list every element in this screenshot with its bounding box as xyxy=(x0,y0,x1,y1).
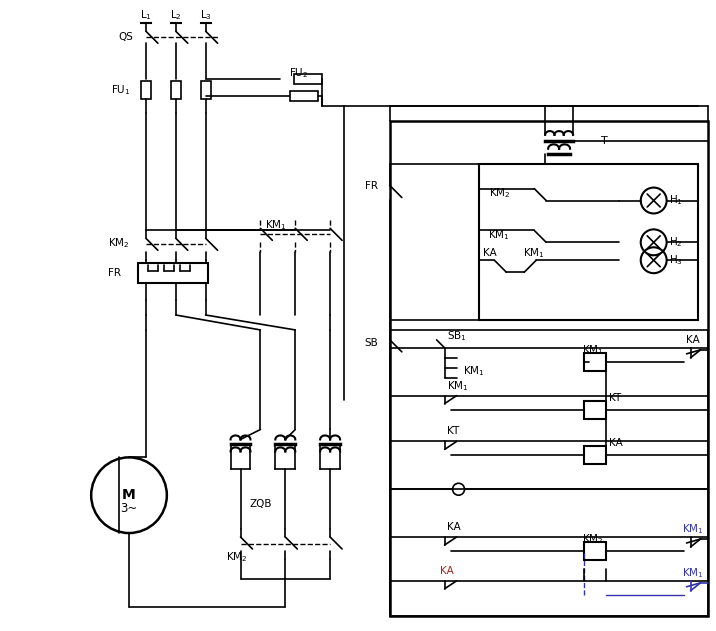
Text: H$_1$: H$_1$ xyxy=(669,194,682,208)
Text: KT: KT xyxy=(609,392,621,403)
Text: KM$_2$: KM$_2$ xyxy=(582,532,604,546)
Text: M: M xyxy=(122,488,136,502)
Text: KM$_2$: KM$_2$ xyxy=(488,187,511,201)
Text: H$_3$: H$_3$ xyxy=(669,253,682,267)
Text: FR: FR xyxy=(365,180,378,191)
Bar xyxy=(141,81,151,99)
Text: FR: FR xyxy=(108,268,121,278)
Bar xyxy=(480,163,699,320)
Text: KM$_1$: KM$_1$ xyxy=(523,246,545,260)
Text: KA: KA xyxy=(609,439,623,449)
Text: KM$_1$: KM$_1$ xyxy=(266,218,287,232)
Bar xyxy=(294,74,322,84)
Text: FU$_1$: FU$_1$ xyxy=(111,83,131,97)
Text: KM$_1$: KM$_1$ xyxy=(447,379,468,392)
Text: L$_2$: L$_2$ xyxy=(170,8,182,22)
Text: L$_3$: L$_3$ xyxy=(200,8,212,22)
Bar xyxy=(390,121,708,616)
Bar xyxy=(200,81,211,99)
Text: SB$_1$: SB$_1$ xyxy=(447,329,466,343)
Bar xyxy=(584,542,606,560)
Text: H$_2$: H$_2$ xyxy=(669,235,682,249)
Text: KM$_2$: KM$_2$ xyxy=(108,237,130,251)
Text: KT: KT xyxy=(447,427,459,437)
Text: KM$_1$: KM$_1$ xyxy=(582,343,604,357)
Text: KM$_2$: KM$_2$ xyxy=(226,550,247,564)
Text: KM$_1$: KM$_1$ xyxy=(488,228,511,242)
Bar xyxy=(138,263,208,283)
Bar xyxy=(290,91,318,101)
Text: 3~: 3~ xyxy=(120,502,137,515)
Bar xyxy=(584,353,606,371)
Text: FU$_2$: FU$_2$ xyxy=(289,66,308,80)
Text: KA: KA xyxy=(447,522,460,532)
Text: KA: KA xyxy=(483,248,496,258)
Text: KM$_1$: KM$_1$ xyxy=(682,522,703,536)
Text: T: T xyxy=(601,136,607,146)
Bar xyxy=(171,81,180,99)
Text: KM$_1$: KM$_1$ xyxy=(682,566,703,580)
Text: KA: KA xyxy=(686,335,700,345)
Bar xyxy=(584,401,606,418)
Text: KM$_1$: KM$_1$ xyxy=(463,364,485,378)
Text: KA: KA xyxy=(440,566,453,576)
Text: QS: QS xyxy=(118,32,133,42)
Text: ZQB: ZQB xyxy=(249,499,271,509)
Bar xyxy=(584,446,606,464)
Text: L$_1$: L$_1$ xyxy=(140,8,152,22)
Text: SB: SB xyxy=(364,338,378,348)
